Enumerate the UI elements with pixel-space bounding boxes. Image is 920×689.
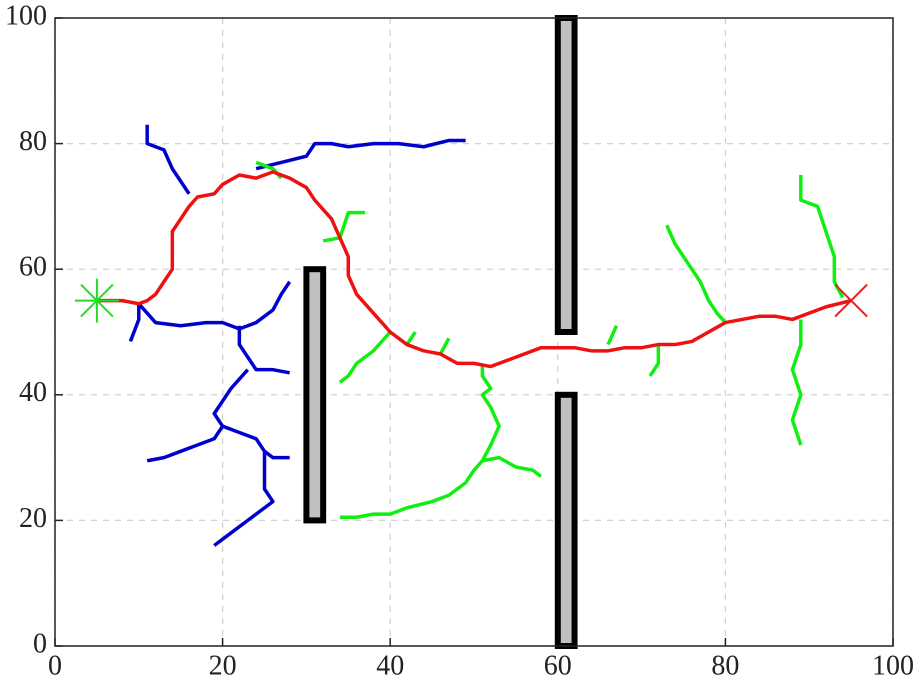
goal-marker [834, 283, 868, 318]
plot-area [55, 18, 893, 646]
y-tick-label: 20 [19, 503, 47, 534]
x-tick-label: 80 [711, 650, 739, 681]
x-tick-label: 100 [872, 650, 914, 681]
start-marker [74, 278, 119, 323]
tree-path [96, 170, 852, 369]
obstacle [554, 15, 578, 335]
y-tick-label: 60 [19, 252, 47, 283]
y-tick-label: 0 [33, 628, 47, 659]
y-tick-label: 100 [5, 0, 47, 31]
x-tick-label: 40 [376, 650, 404, 681]
x-tick-label: 0 [48, 650, 62, 681]
tree-path [128, 124, 466, 547]
plot-frame [54, 17, 894, 647]
tree-path [255, 160, 845, 520]
x-tick-label: 60 [544, 650, 572, 681]
obstacle [554, 391, 578, 649]
obstacle [303, 266, 327, 524]
x-tick-label: 20 [209, 650, 237, 681]
y-tick-label: 40 [19, 377, 47, 408]
y-tick-label: 80 [19, 126, 47, 157]
